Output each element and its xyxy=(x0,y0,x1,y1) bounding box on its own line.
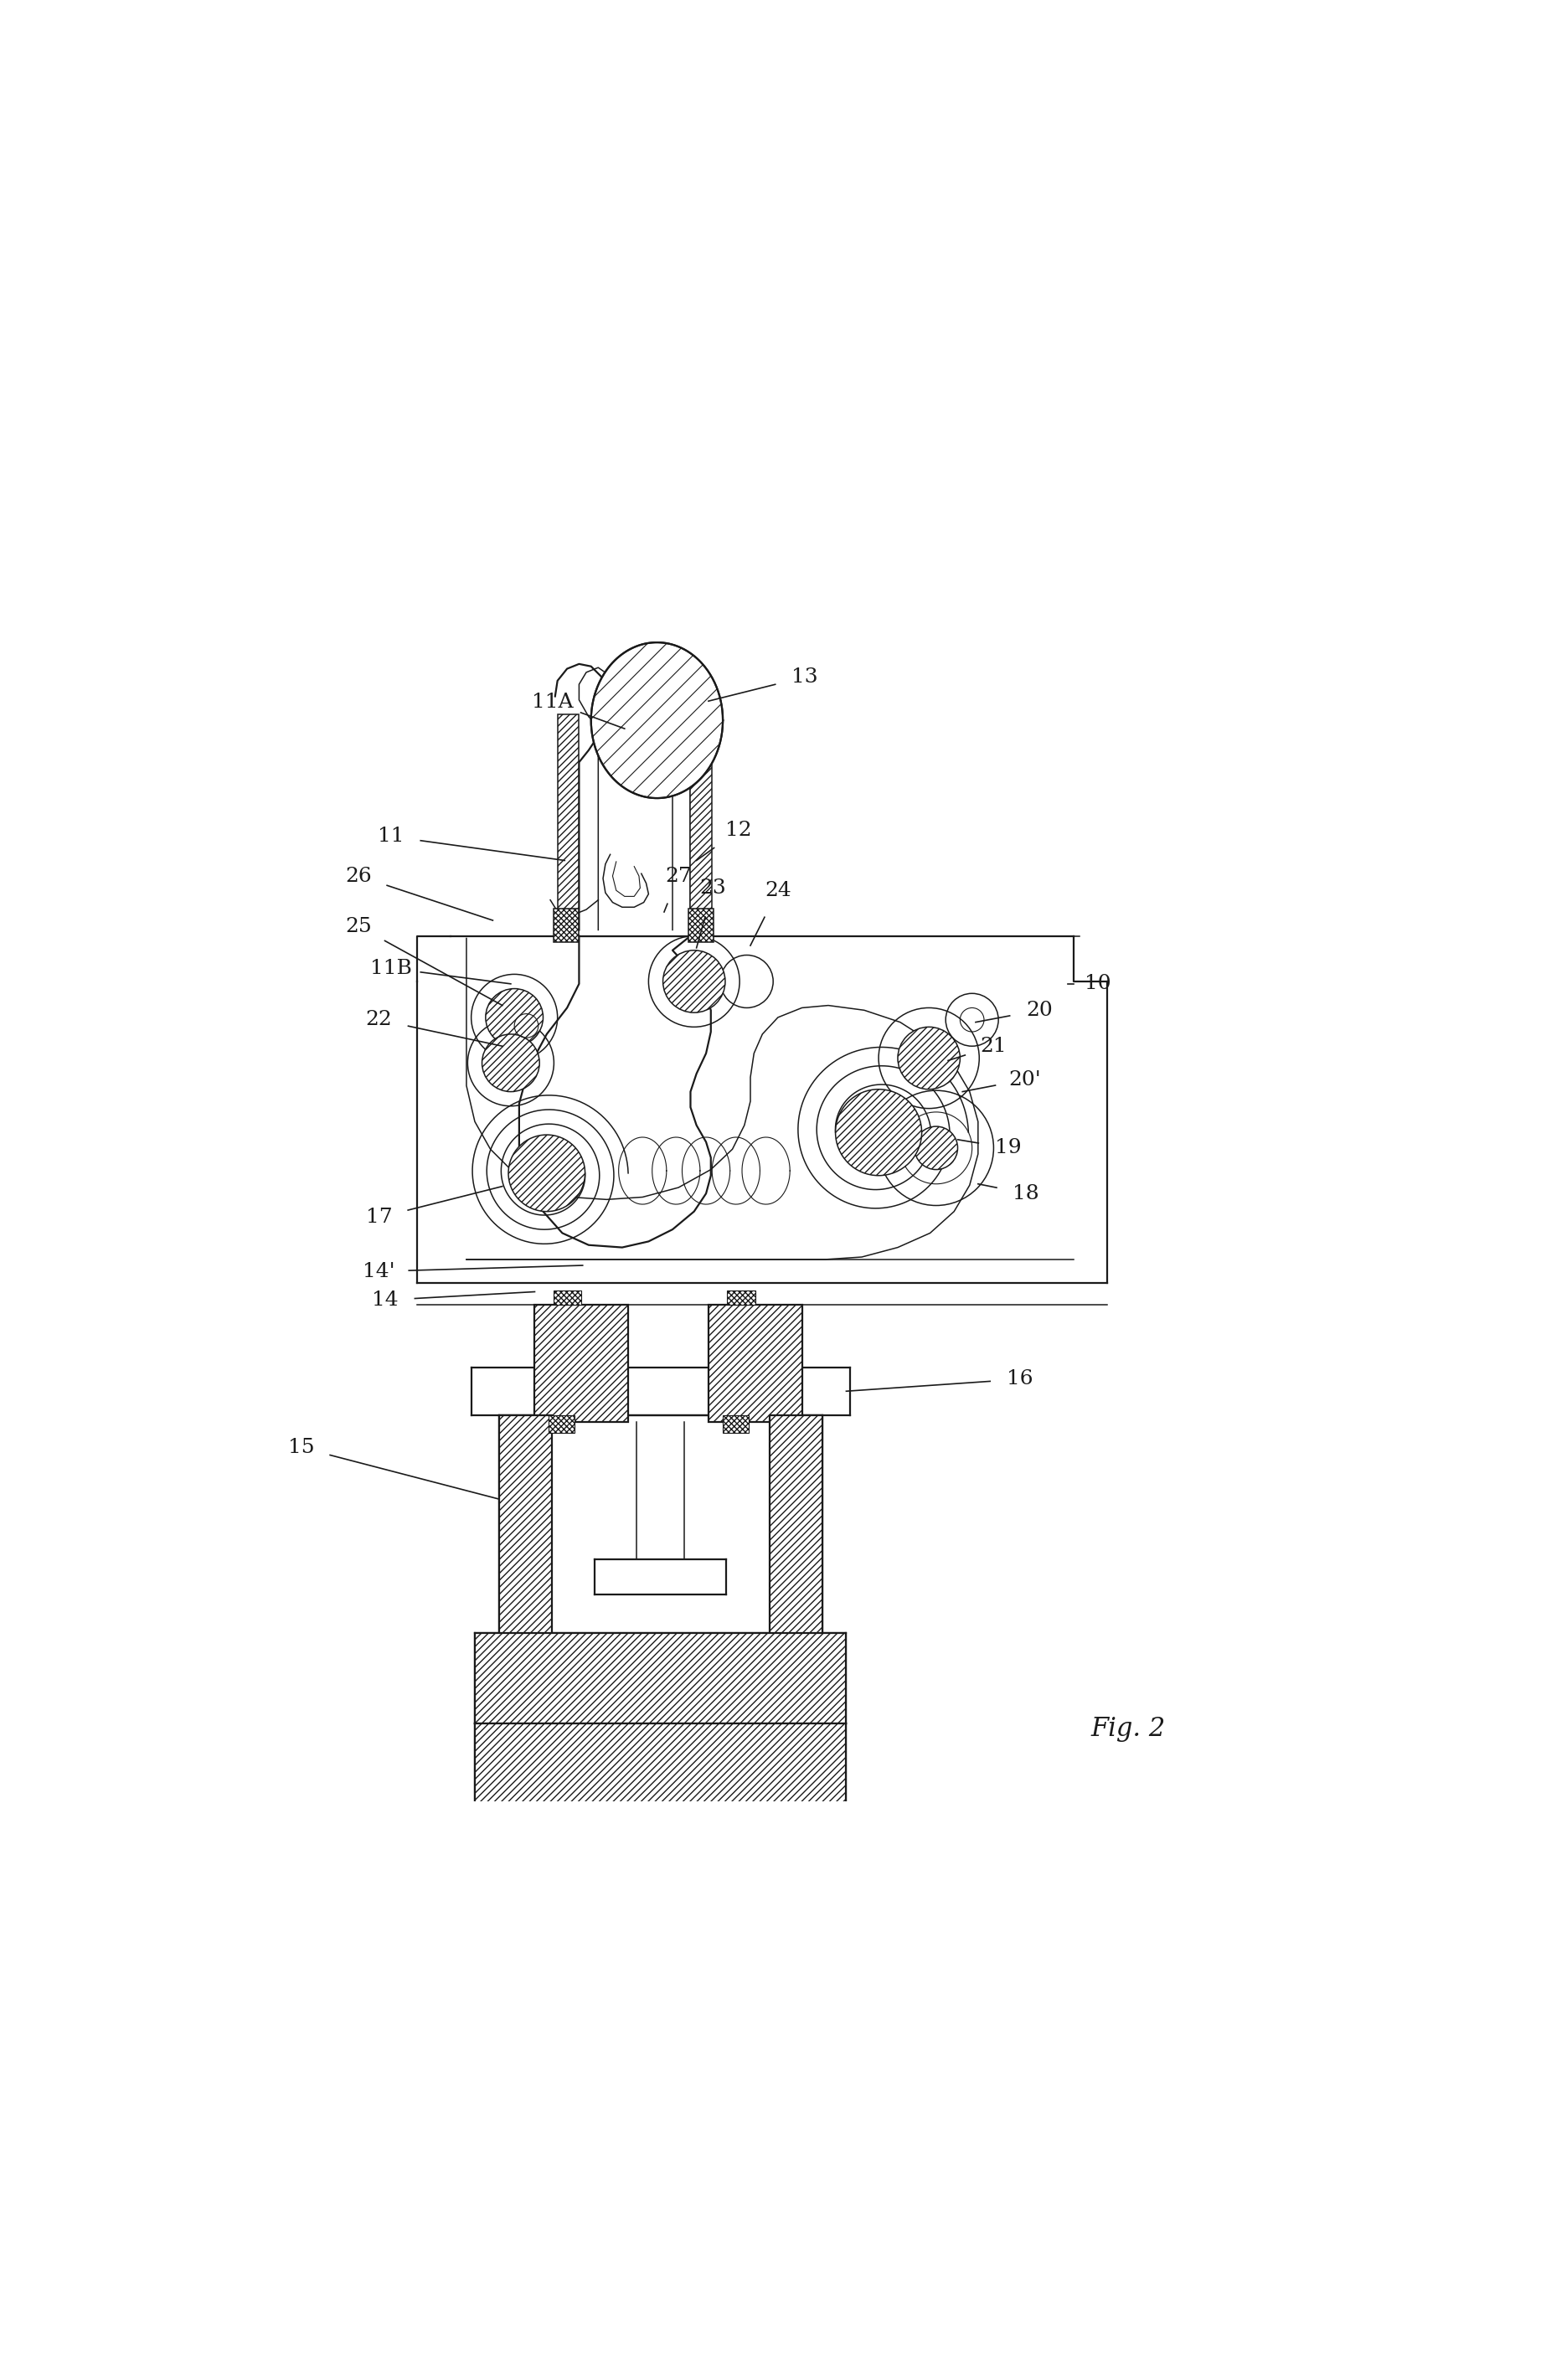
Bar xyxy=(475,1633,846,1723)
Text: 14: 14 xyxy=(371,1290,399,1309)
Text: 15: 15 xyxy=(288,1438,314,1457)
Text: 11A: 11A xyxy=(532,693,574,712)
Text: 19: 19 xyxy=(994,1138,1022,1157)
Circle shape xyxy=(509,1135,584,1211)
Bar xyxy=(553,1290,581,1304)
Circle shape xyxy=(835,1090,921,1176)
Bar xyxy=(708,1304,802,1423)
Text: 12: 12 xyxy=(725,821,751,840)
Bar xyxy=(499,1416,552,1645)
Text: 21: 21 xyxy=(980,1038,1006,1057)
Bar xyxy=(535,1304,628,1423)
Text: 10: 10 xyxy=(1085,973,1112,992)
Polygon shape xyxy=(467,938,1079,1259)
Text: 13: 13 xyxy=(792,666,818,688)
Text: 20: 20 xyxy=(1027,1000,1053,1021)
Bar xyxy=(549,1416,575,1433)
Bar xyxy=(688,909,713,942)
Bar xyxy=(475,1723,846,1806)
Bar xyxy=(770,1416,822,1645)
Circle shape xyxy=(915,1126,957,1169)
Text: 24: 24 xyxy=(765,881,792,900)
Bar xyxy=(727,1290,754,1304)
Text: 16: 16 xyxy=(1006,1368,1033,1390)
Polygon shape xyxy=(591,643,724,797)
Text: 27: 27 xyxy=(665,866,691,885)
Text: 26: 26 xyxy=(345,866,373,885)
Text: 11B: 11B xyxy=(369,959,411,978)
Text: Fig. 2: Fig. 2 xyxy=(1090,1716,1166,1742)
Text: 22: 22 xyxy=(366,1009,393,1031)
Text: 23: 23 xyxy=(700,878,727,897)
Circle shape xyxy=(485,988,543,1047)
Bar xyxy=(553,909,580,942)
Text: 11: 11 xyxy=(377,826,404,847)
Bar xyxy=(558,714,580,931)
Polygon shape xyxy=(519,935,711,1247)
Text: 18: 18 xyxy=(1013,1183,1039,1204)
Text: 20': 20' xyxy=(1008,1071,1040,1090)
Text: 14': 14' xyxy=(363,1261,396,1280)
Text: 25: 25 xyxy=(345,916,373,935)
Bar xyxy=(722,1416,748,1433)
Circle shape xyxy=(898,1028,960,1090)
Text: 17: 17 xyxy=(366,1207,393,1228)
Bar xyxy=(691,721,713,931)
Circle shape xyxy=(482,1035,540,1092)
Circle shape xyxy=(663,950,725,1011)
